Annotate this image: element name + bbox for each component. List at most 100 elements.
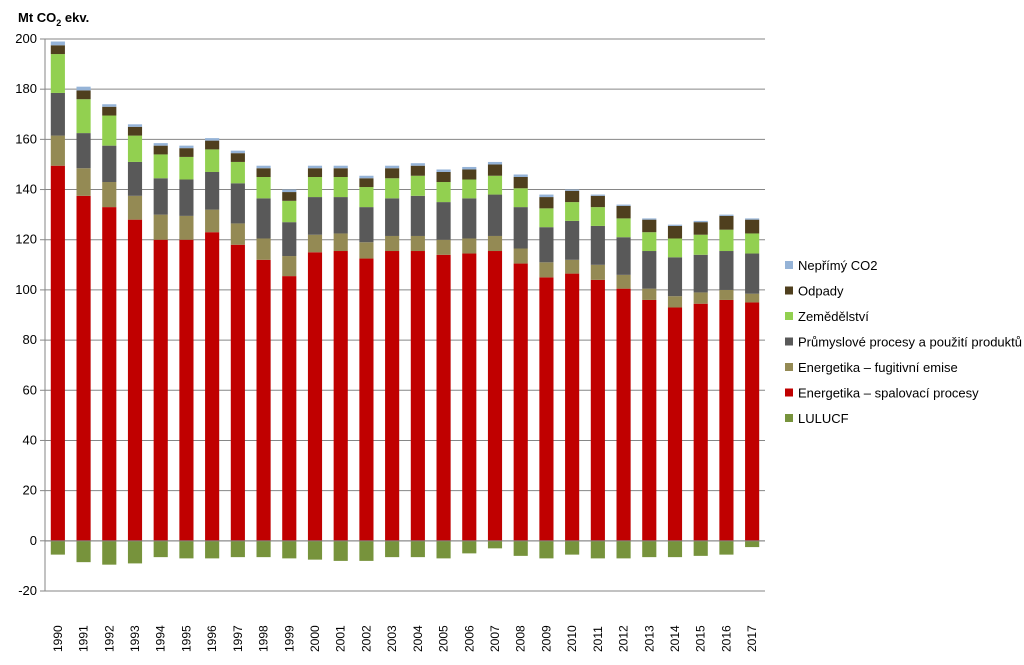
bar-2001-series-3 <box>333 197 348 234</box>
x-tick-label-1997: 1997 <box>231 625 245 652</box>
bar-2013-series-2 <box>642 288 657 300</box>
y-unit-label: Mt CO2 ekv. <box>18 10 89 28</box>
bar-1996-series-1 <box>205 232 220 541</box>
bar-2017-series-4 <box>745 233 760 254</box>
bar-1990-series-4 <box>50 54 65 93</box>
bar-2017-series-3 <box>745 253 760 294</box>
bar-2006-series-0 <box>462 540 477 554</box>
bar-2007-series-6 <box>487 161 503 165</box>
legend-label-1: Odpady <box>798 284 844 299</box>
x-tick-label-2010: 2010 <box>565 625 579 652</box>
bar-1999-series-5 <box>282 192 297 201</box>
bar-2002-series-3 <box>359 207 374 243</box>
bar-2006-series-2 <box>462 238 477 254</box>
bar-2001-series-2 <box>333 233 348 252</box>
bar-2007-series-5 <box>487 164 503 176</box>
bar-2014-series-3 <box>667 257 683 297</box>
x-tick-label-2014: 2014 <box>668 625 682 652</box>
bar-2000-series-4 <box>307 177 323 198</box>
x-tick-label-1995: 1995 <box>179 625 193 652</box>
bar-2015-series-4 <box>693 234 708 255</box>
axes: -20 0 20 40 60 80 100 120 140 160 180 200 1990 1991 19… <box>15 31 765 652</box>
bar-2006-series-4 <box>462 179 477 199</box>
bar-1995-series-6 <box>179 145 194 149</box>
legend-swatch-1 <box>785 286 793 295</box>
x-tick-label-1994: 1994 <box>154 625 168 652</box>
bar-2012-series-6 <box>616 204 631 206</box>
bar-2007-series-0 <box>487 540 503 549</box>
bar-1998-series-2 <box>256 238 271 260</box>
bar-2008-series-4 <box>513 188 528 208</box>
x-tick-label-2017: 2017 <box>745 625 759 652</box>
bar-1994-series-4 <box>153 154 168 179</box>
bar-1996-series-5 <box>205 140 220 150</box>
x-tick-label-2001: 2001 <box>334 625 348 652</box>
bar-1998-series-1 <box>256 259 271 541</box>
bar-2011-series-1 <box>590 279 605 541</box>
bar-1991-series-1 <box>76 195 91 541</box>
bar-2000-series-3 <box>307 197 323 235</box>
bar-2005-series-1 <box>436 254 451 541</box>
bar-2004-series-6 <box>410 163 425 166</box>
bar-2011-series-5 <box>590 195 605 208</box>
legend-label-0: Nepřímý CO2 <box>798 258 877 273</box>
bar-1991-series-2 <box>76 168 91 196</box>
bar-2004-series-4 <box>410 175 425 196</box>
x-tick-label-2005: 2005 <box>437 625 451 652</box>
bar-2014-series-5 <box>667 225 683 239</box>
bar-2008-series-0 <box>513 540 528 556</box>
x-tick-label-2008: 2008 <box>514 625 528 652</box>
bar-2000-series-2 <box>307 234 323 253</box>
bar-2007-series-1 <box>487 251 503 541</box>
bar-2005-series-0 <box>436 540 451 559</box>
bar-1997-series-5 <box>230 153 245 162</box>
bar-1997-series-0 <box>230 540 245 558</box>
bar-1997-series-6 <box>230 150 245 154</box>
bars <box>50 41 760 565</box>
bar-1994-series-3 <box>153 178 168 215</box>
bar-1998-series-3 <box>256 198 271 239</box>
bar-2011-series-6 <box>590 194 605 196</box>
bar-2004-series-2 <box>410 235 425 252</box>
bar-2000-series-0 <box>307 540 323 560</box>
legend-label-4: Energetika – fugitivní emise <box>798 360 958 375</box>
bar-1992-series-1 <box>102 207 117 541</box>
bar-1999-series-3 <box>282 222 297 257</box>
bar-2016-series-1 <box>719 299 734 541</box>
bar-2010-series-5 <box>565 190 580 203</box>
bar-2012-series-3 <box>616 237 631 275</box>
y-tick-label-40: 40 <box>23 432 37 447</box>
x-tick-label-2015: 2015 <box>694 625 708 652</box>
bar-2005-series-6 <box>436 169 451 172</box>
bar-1996-series-3 <box>205 171 220 210</box>
bar-1993-series-2 <box>127 195 143 220</box>
bar-1998-series-5 <box>256 168 271 177</box>
bar-2004-series-1 <box>410 251 425 541</box>
bar-2013-series-4 <box>642 232 657 252</box>
bar-2006-series-6 <box>462 166 477 170</box>
bar-2002-series-0 <box>359 540 374 561</box>
bar-2008-series-2 <box>513 248 528 264</box>
bar-1997-series-3 <box>230 183 245 224</box>
bar-1995-series-3 <box>179 179 194 216</box>
legend-label-2: Zemědělství <box>798 309 869 324</box>
bar-2015-series-1 <box>693 303 708 541</box>
bar-2006-series-5 <box>462 169 477 180</box>
bar-1994-series-1 <box>153 239 168 541</box>
x-tick-label-1998: 1998 <box>257 625 271 652</box>
bar-2014-series-1 <box>667 307 683 541</box>
bar-1999-series-6 <box>282 189 297 193</box>
bar-2000-series-6 <box>307 165 323 169</box>
legend-swatch-5 <box>785 388 793 397</box>
x-tick-label-2009: 2009 <box>539 625 553 652</box>
bar-1994-series-0 <box>153 540 168 558</box>
bar-2016-series-5 <box>719 215 734 230</box>
bar-1993-series-1 <box>127 219 143 541</box>
bar-1991-series-0 <box>76 540 91 563</box>
x-tick-label-2013: 2013 <box>642 625 656 652</box>
bar-1996-series-2 <box>205 209 220 233</box>
bar-1998-series-6 <box>256 165 271 169</box>
bar-2010-series-6 <box>565 189 580 191</box>
bar-1992-series-4 <box>102 115 117 146</box>
